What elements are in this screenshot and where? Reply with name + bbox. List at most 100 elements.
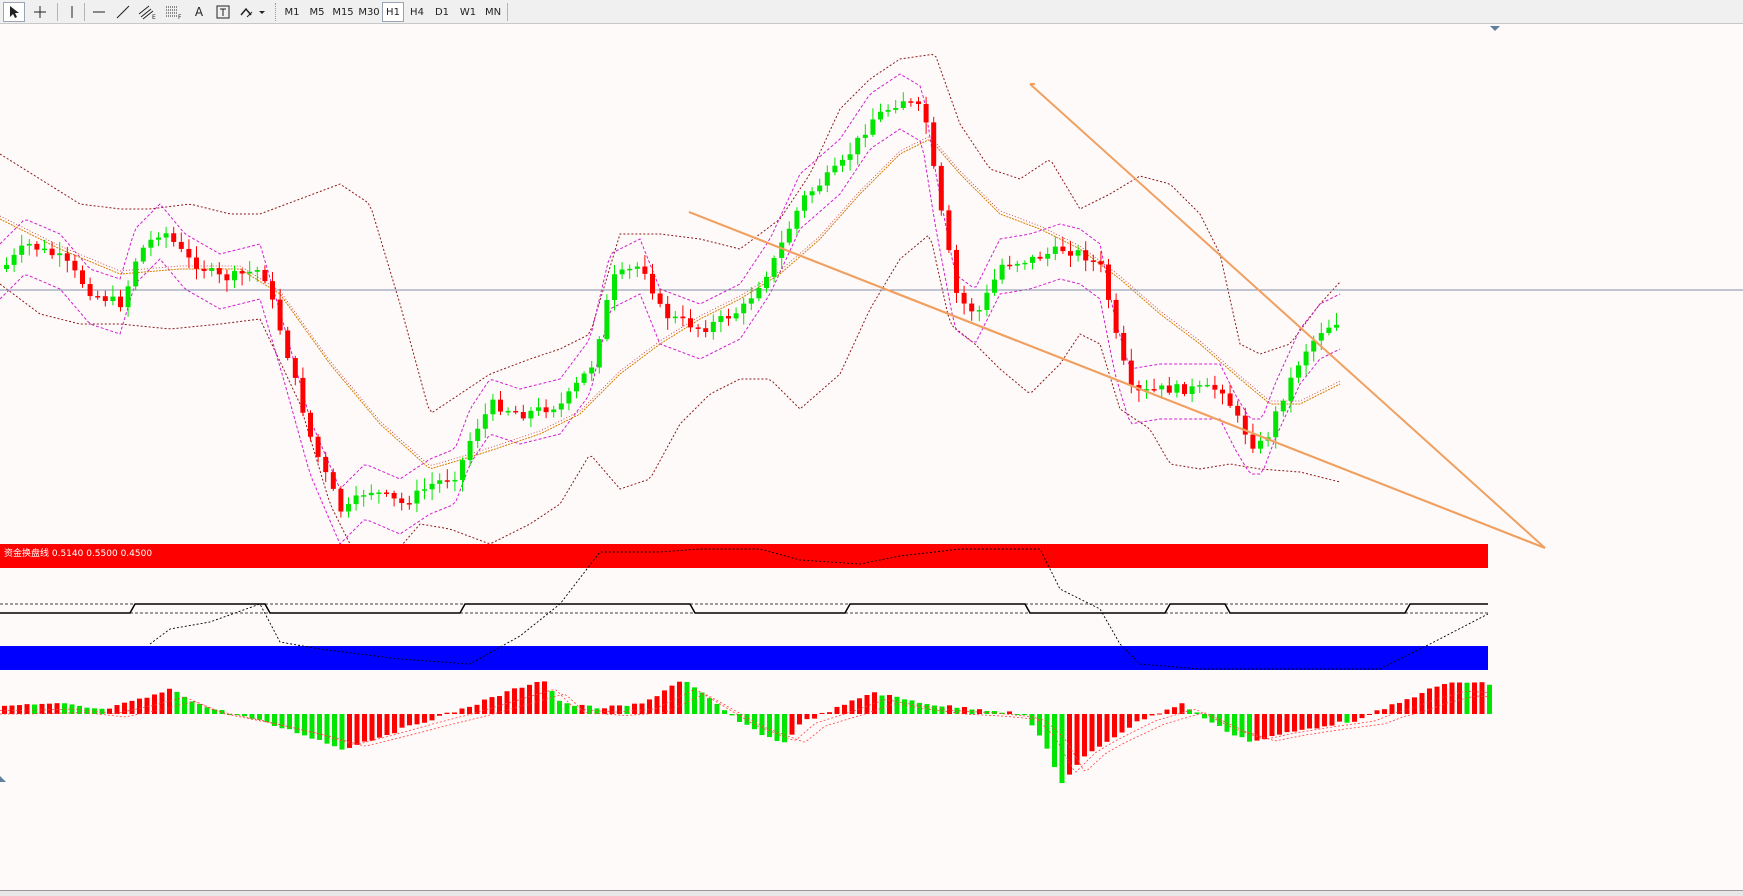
candle-body <box>49 248 55 256</box>
candle-body <box>156 237 161 240</box>
oscillator-bar <box>264 714 270 723</box>
oscillator-bar <box>54 703 60 714</box>
candle-body <box>832 165 838 173</box>
cursor-tool[interactable] <box>3 2 25 22</box>
candle-body <box>688 318 693 328</box>
toolbar: E F A M1 M5 M15 M30 H1 H4 D1 W1 MN <box>0 0 1743 24</box>
vertical-line-icon <box>71 6 73 18</box>
oscillator-bar <box>1412 697 1417 714</box>
oscillator-bar <box>459 708 465 714</box>
oscillator-bar <box>279 714 285 729</box>
oscillator-bar <box>1239 714 1245 738</box>
oscillator-bar <box>1134 714 1140 722</box>
oscillator-bar <box>654 696 660 714</box>
candle-body <box>1273 411 1279 438</box>
oscillator-bar <box>1322 714 1327 727</box>
oscillator-bar <box>947 705 952 714</box>
price-chart[interactable]: 资金换盘线 0.5140 0.5500 0.4500 <box>0 24 1743 890</box>
oscillator-bar <box>984 710 990 714</box>
oscillator-bar <box>1089 714 1095 752</box>
timeframe-m15[interactable]: M15 <box>332 6 354 18</box>
candle-body <box>1068 251 1073 256</box>
oscillator-bar <box>242 714 247 717</box>
timeframe-h4[interactable]: H4 <box>410 6 424 18</box>
crosshair-tool[interactable] <box>29 2 51 22</box>
oscillator-bar <box>1419 693 1425 714</box>
equidistant-channel-tool[interactable]: E <box>136 2 160 22</box>
fibonacci-tool[interactable]: F <box>162 2 186 22</box>
candle-body <box>4 264 9 269</box>
oscillator-bar <box>197 704 202 714</box>
candle-body <box>171 233 177 242</box>
oscillator-bar <box>294 714 300 734</box>
candle-body <box>657 293 663 304</box>
candle-body <box>1014 263 1020 266</box>
oscillator-bar <box>369 714 375 741</box>
candle-body <box>64 253 70 261</box>
oscillator-bar <box>219 710 225 714</box>
oscillator-bar <box>422 714 427 723</box>
candle-body <box>19 245 25 255</box>
candle-body <box>270 281 275 300</box>
candle-body <box>969 303 975 312</box>
oscillator-bar <box>62 703 67 714</box>
candle-body <box>224 274 230 281</box>
trendline-2[interactable] <box>1029 83 1546 549</box>
chart-shift-marker[interactable] <box>1490 26 1500 31</box>
oscillator-bar <box>534 681 540 714</box>
candle-body <box>1258 440 1263 449</box>
candle-body <box>976 310 982 312</box>
trendline-lower[interactable] <box>688 211 1546 549</box>
candle-body <box>718 316 724 322</box>
candle-body <box>490 399 496 415</box>
oscillator-bar <box>939 706 945 714</box>
oscillator-bar <box>137 698 142 714</box>
oscillator-bar <box>1067 714 1072 775</box>
oscillator-bar <box>1247 714 1252 742</box>
oscillator-bar <box>759 714 765 736</box>
timeframe-m30[interactable]: M30 <box>358 6 380 18</box>
text-tool[interactable]: A <box>189 2 209 22</box>
candle-body <box>589 367 595 374</box>
oscillator-bar <box>332 714 337 747</box>
oscillator-bar <box>797 714 802 725</box>
candle-body <box>72 260 78 271</box>
candle-body <box>308 412 313 437</box>
timeframe-m5[interactable]: M5 <box>309 6 325 18</box>
timeframe-h1[interactable]: H1 <box>382 2 404 22</box>
candle-body <box>42 248 47 251</box>
oscillator-bar <box>1194 712 1200 714</box>
timeframe-mn[interactable]: MN <box>484 6 502 18</box>
oscillator-bar <box>1434 686 1440 714</box>
candle-body <box>786 228 792 243</box>
timeframe-w1[interactable]: W1 <box>459 6 477 18</box>
candle-body <box>216 268 222 275</box>
candle-body <box>102 296 108 301</box>
oscillator-bar <box>24 704 30 714</box>
trendline-tool[interactable] <box>112 2 134 22</box>
candle-body <box>338 488 344 512</box>
toolbar-grip[interactable] <box>275 3 279 21</box>
oscillator-bar <box>467 706 472 714</box>
vertical-line-tool[interactable] <box>62 2 82 22</box>
candle-body <box>482 414 488 429</box>
timeframe-m1[interactable]: M1 <box>284 6 300 18</box>
arrows-tool[interactable] <box>238 2 268 22</box>
candle-body <box>642 266 648 274</box>
oscillator-bar <box>17 705 22 714</box>
horizontal-line-tool[interactable] <box>88 2 110 22</box>
oscillator-bar <box>362 714 367 742</box>
timeframe-d1[interactable]: D1 <box>434 6 450 18</box>
oscillator-bar <box>1179 703 1185 714</box>
candle-body <box>300 377 306 413</box>
oscillator-bar <box>1142 714 1147 720</box>
oscillator-bar <box>737 714 742 723</box>
oscillator-bar <box>909 700 915 714</box>
oscillator-bar <box>1149 714 1155 716</box>
oscillator-bar <box>714 703 720 714</box>
oscillator-bar <box>609 705 615 714</box>
candle-body <box>604 300 610 340</box>
oscillator-bar <box>624 705 630 714</box>
candle-body <box>1166 385 1172 393</box>
text-label-tool[interactable] <box>212 2 234 22</box>
